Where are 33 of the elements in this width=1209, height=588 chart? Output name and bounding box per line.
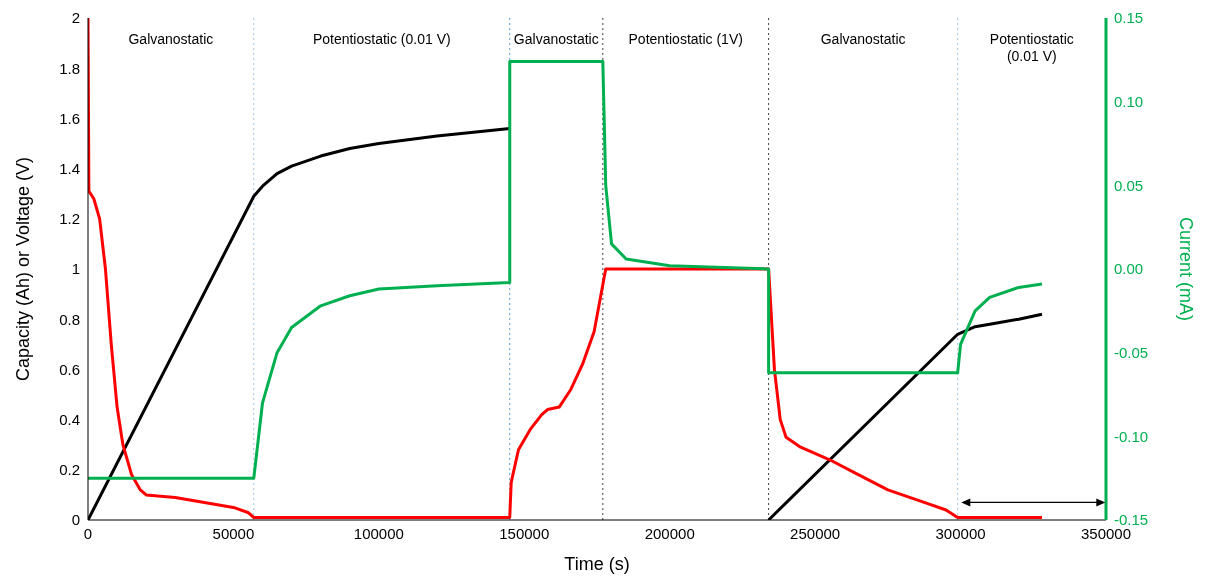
- x-tick-label: 0: [83, 524, 93, 542]
- x-axis-title: Time (s): [564, 554, 630, 574]
- annotation: Potentiostatic (1V): [628, 31, 743, 47]
- annotation: Galvanostatic: [513, 31, 599, 47]
- y2-tick-label: 0.05: [1114, 176, 1144, 194]
- y-tick-label: 1.2: [59, 210, 80, 228]
- y2-tick-label: -0.05: [1114, 343, 1149, 361]
- x-tick-label: 200000: [644, 524, 695, 542]
- y-tick-label: 0.8: [59, 310, 80, 328]
- annotation: Galvanostatic: [128, 31, 214, 47]
- x-tick-label: 150000: [499, 524, 550, 542]
- y-tick-label: 0.2: [59, 461, 80, 479]
- annotation: Potentiostatic (0.01 V): [312, 31, 451, 47]
- y-tick-label: 1.4: [59, 159, 80, 177]
- y2-tick-label: 0.15: [1114, 9, 1144, 27]
- y-tick-label: 1.8: [59, 59, 80, 77]
- y-axis-title: Capacity (Ah) or Voltage (V): [13, 156, 34, 382]
- annotation: Potentiostatic (0.01 V): [989, 31, 1074, 64]
- x-tick-label: 100000: [353, 524, 404, 542]
- x-tick-label: 50000: [212, 524, 255, 542]
- y2-tick-label: 0.10: [1114, 92, 1144, 110]
- x-tick-label: 300000: [935, 524, 986, 542]
- y-tick-label: 1: [71, 260, 80, 278]
- annotation: Galvanostatic: [820, 31, 906, 47]
- y-tick-label: 0: [71, 511, 80, 529]
- y-tick-label: 2: [71, 9, 80, 27]
- y-tick-label: 0.6: [59, 360, 80, 378]
- y2-axis-title: Current (mA): [1175, 216, 1196, 322]
- y2-tick-label: 0.00: [1114, 260, 1144, 278]
- x-tick-label: 250000: [790, 524, 841, 542]
- y2-tick-label: -0.10: [1114, 427, 1149, 445]
- y-tick-label: 0.4: [59, 410, 80, 428]
- y-tick-label: 1.6: [59, 109, 80, 127]
